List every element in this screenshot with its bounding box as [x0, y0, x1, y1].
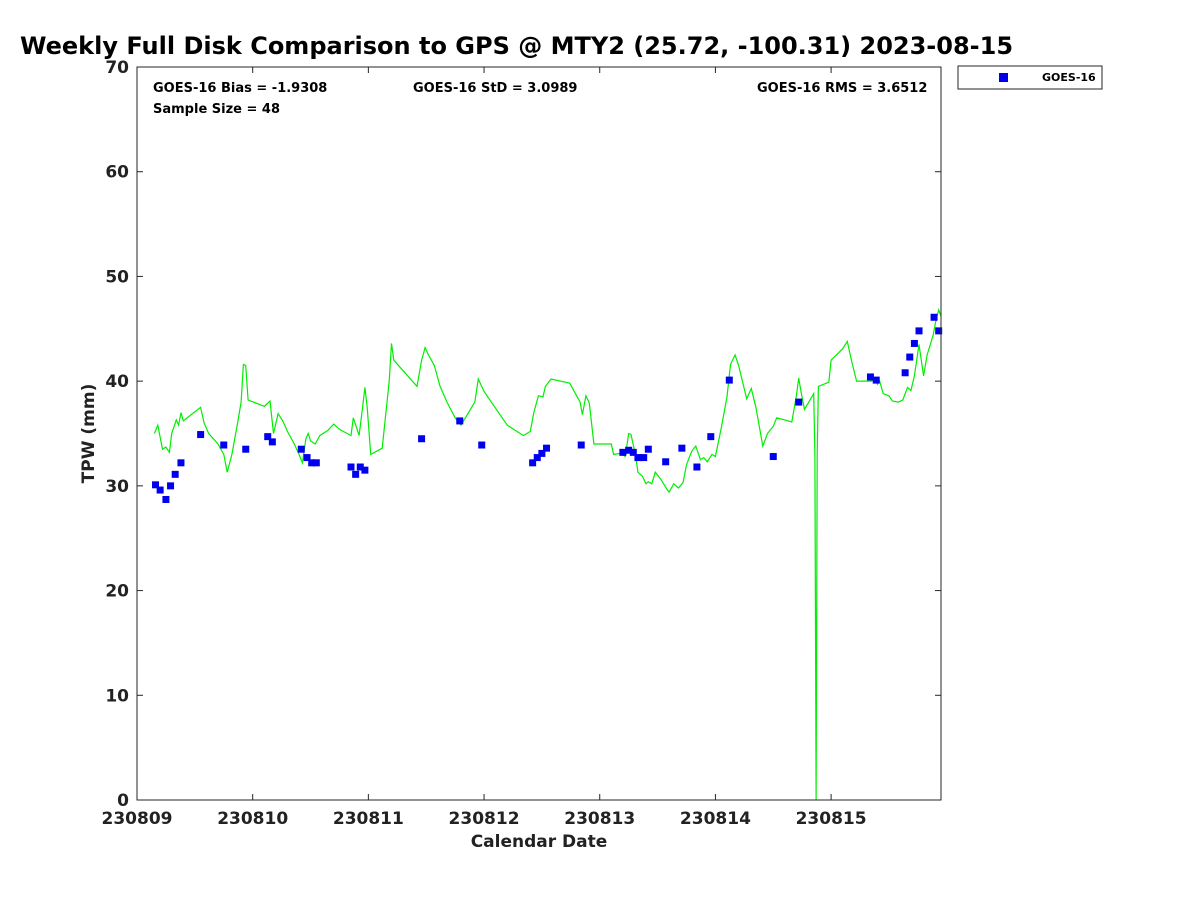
bias-stat: GOES-16 Bias = -1.9308: [153, 81, 327, 96]
chart-title: Weekly Full Disk Comparison to GPS @ MTY…: [20, 32, 1013, 60]
goes16-point: [312, 459, 320, 467]
x-tick-label: 230810: [217, 809, 288, 829]
goes16-point: [795, 398, 803, 406]
goes16-point: [352, 470, 360, 478]
goes16-point: [644, 445, 652, 453]
legend-label-goes16: GOES-16: [1042, 71, 1096, 84]
goes16-point: [171, 470, 179, 478]
goes16-point: [625, 446, 633, 454]
std-stat: GOES-16 StD = 3.0989: [413, 81, 577, 96]
x-tick-label: 230814: [680, 809, 751, 829]
y-tick-label: 0: [117, 791, 129, 811]
goes16-point: [220, 441, 228, 449]
y-tick-label: 70: [105, 58, 129, 78]
x-tick-label: 230815: [796, 809, 867, 829]
goes16-point: [264, 433, 272, 441]
goes16-point: [529, 459, 537, 467]
goes16-point: [152, 481, 160, 489]
goes16-point: [678, 444, 686, 452]
x-axis-label: Calendar Date: [471, 832, 608, 852]
goes16-point: [640, 454, 648, 462]
goes16-point: [162, 495, 170, 503]
goes16-point: [456, 417, 464, 425]
legend-marker-goes16: [999, 73, 1008, 82]
goes16-point: [915, 327, 923, 335]
goes16-point: [297, 445, 305, 453]
x-tick-label: 230812: [449, 809, 520, 829]
goes16-point: [906, 353, 914, 361]
x-tick-label: 230813: [564, 809, 635, 829]
sample-size-stat: Sample Size = 48: [153, 102, 280, 117]
y-tick-label: 60: [105, 163, 129, 183]
goes16-point: [156, 486, 164, 494]
goes16-point: [361, 466, 369, 474]
goes16-point: [577, 441, 585, 449]
rms-stat: GOES-16 RMS = 3.6512: [757, 81, 927, 96]
goes16-point: [866, 373, 874, 381]
goes16-point: [308, 459, 316, 467]
goes16-point: [347, 463, 355, 471]
goes16-point: [197, 431, 205, 439]
goes16-point: [629, 448, 637, 456]
goes16-point: [930, 313, 938, 321]
x-tick-label: 230811: [333, 809, 404, 829]
plot-area-frame: [136, 66, 942, 801]
goes16-point: [935, 327, 943, 335]
goes16-point: [418, 435, 426, 443]
goes16-point: [533, 454, 541, 462]
goes16-point: [707, 433, 715, 441]
goes16-point: [725, 376, 733, 384]
gps-series-line: [153, 307, 942, 801]
goes16-point: [910, 339, 918, 347]
y-tick-label: 20: [105, 582, 129, 602]
goes16-point: [901, 369, 909, 377]
goes16-point: [242, 445, 250, 453]
y-tick-label: 50: [105, 267, 129, 287]
y-axis-label: TPW (mm): [79, 384, 99, 484]
x-tick-label: 230809: [102, 809, 173, 829]
goes16-point: [543, 444, 551, 452]
y-tick-label: 10: [105, 686, 129, 706]
goes16-point: [662, 458, 670, 466]
goes16-point: [268, 438, 276, 446]
goes16-point: [693, 463, 701, 471]
goes16-point: [634, 454, 642, 462]
goes16-point: [872, 376, 880, 384]
goes16-point: [538, 449, 546, 457]
goes16-point: [177, 459, 185, 467]
goes16-point: [619, 448, 627, 456]
goes16-points: [152, 313, 943, 503]
goes16-point: [356, 463, 364, 471]
goes16-point: [478, 441, 486, 449]
x-axis: 230809 230810 230811 230812 230813 230814 2308…: [102, 67, 867, 829]
y-tick-label: 40: [105, 372, 129, 392]
goes16-point: [167, 482, 175, 490]
legend-box: [957, 65, 1103, 90]
y-tick-label: 30: [105, 477, 129, 497]
legend: GOES-16: [957, 65, 1103, 90]
y-axis: 0 10 20 30 40 50 60 70: [105, 58, 941, 811]
gps-line-path: [153, 307, 942, 801]
goes16-point: [303, 454, 311, 462]
goes16-point: [769, 453, 777, 461]
